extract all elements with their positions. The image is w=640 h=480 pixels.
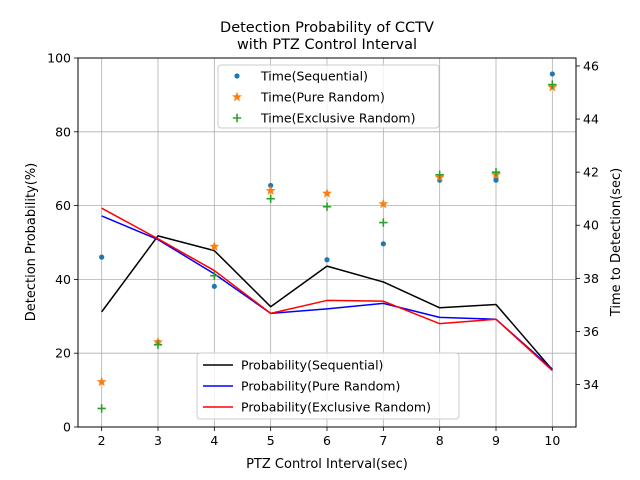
series-3-point [549, 71, 555, 77]
series-3-point [268, 182, 274, 189]
y-tick-label: 60 [55, 198, 71, 213]
legend-time-marker [234, 73, 240, 79]
series-4-point [322, 188, 332, 198]
x-tick-label: 5 [267, 433, 275, 448]
y2-tick-label: 36 [583, 324, 599, 339]
series-line-1 [101, 215, 553, 370]
x-tick-label: 4 [210, 433, 218, 448]
y2-tick-label: 46 [583, 58, 599, 73]
series-5-point [491, 167, 501, 177]
series-4-point [265, 185, 276, 195]
legend-probability-label: Probability(Pure Random) [241, 379, 400, 394]
legend-time-label: Time(Sequential) [260, 69, 368, 84]
series-5-point [266, 194, 275, 203]
series-3-point [211, 283, 217, 289]
x-axis: 2 3 4 5 6 7 8 9 10 [98, 427, 560, 448]
chart-title-line-1: Detection Probability of CCTV [220, 20, 434, 36]
series-3-point [493, 177, 499, 183]
y-tick-label: 100 [47, 51, 71, 66]
series-5-point [210, 271, 219, 280]
y2-tick-label: 42 [583, 165, 599, 180]
series-markers [96, 71, 558, 413]
series-5-point [322, 202, 332, 211]
series-5-point [435, 170, 444, 180]
y2-tick-label: 38 [583, 271, 599, 286]
x-tick-label: 7 [379, 433, 387, 448]
legend-time-marker [232, 91, 242, 102]
y-axis-left: 0 20 40 60 80 100 [47, 51, 78, 435]
series-3-point [380, 241, 386, 247]
series-line-2 [101, 207, 553, 372]
x-tick-label: 9 [492, 433, 500, 448]
y-axis-label: Detection Probability(%) [24, 163, 39, 322]
x-tick-label: 2 [98, 433, 106, 448]
x-axis-label: PTZ Control Interval(sec) [246, 457, 408, 472]
legend-probability-label: Probability(Exclusive Random) [241, 400, 431, 415]
x-tick-label: 8 [436, 433, 444, 448]
legend-probability-frame [196, 352, 460, 420]
x-tick-label: 6 [323, 433, 331, 448]
y-tick-label: 40 [55, 272, 71, 287]
series-4-point [96, 376, 107, 387]
y2-axis-label: Time to Detection(sec) [609, 168, 624, 317]
y-tick-label: 80 [55, 124, 71, 139]
y2-tick-label: 44 [583, 112, 599, 127]
legend-time-frame [217, 64, 440, 129]
series-4-point [209, 241, 220, 251]
legend-probability: Probability(Sequential) Probability(Pure … [196, 352, 460, 420]
y-tick-label: 20 [55, 346, 71, 361]
y2-tick-label: 40 [583, 218, 599, 233]
y-axis-right: 34 36 38 40 42 44 46 [576, 58, 599, 392]
series-3-point [324, 257, 330, 263]
x-tick-label: 10 [544, 433, 560, 448]
y-tick-label: 0 [63, 420, 71, 435]
legend-probability-label: Probability(Sequential) [241, 358, 383, 373]
series-lines [101, 207, 553, 372]
legend-time-marker [232, 113, 242, 123]
series-line-0 [101, 235, 553, 371]
series-4-point [378, 198, 389, 209]
series-3-point [99, 254, 105, 260]
legend-time-label: Time(Pure Random) [260, 90, 385, 105]
x-tick-label: 3 [154, 433, 162, 448]
series-5-point [153, 340, 163, 349]
series-5-point [548, 80, 557, 89]
chart-title-line-2: with PTZ Control Interval [237, 37, 417, 53]
legend-time-label: Time(Exclusive Random) [260, 111, 416, 126]
series-5-point [379, 218, 388, 227]
y2-tick-label: 34 [583, 377, 599, 392]
series-5-point [97, 404, 106, 413]
legend-time: Time(Sequential) Time(Pure Random) Time(Ex… [217, 64, 440, 129]
